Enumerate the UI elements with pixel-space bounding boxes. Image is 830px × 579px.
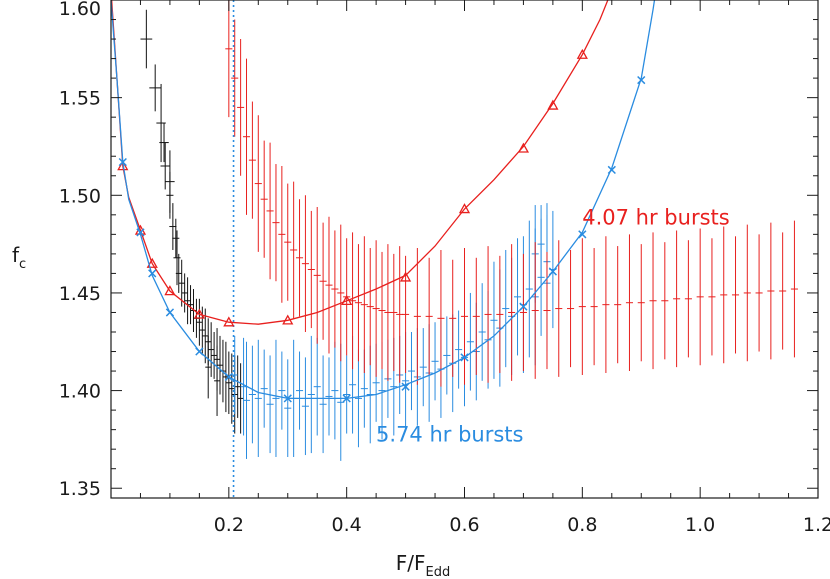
model-curve-0-marker-10 [517, 142, 530, 153]
model-curve-0-marker-11 [547, 99, 559, 110]
model-curve-1-marker-11 [548, 267, 558, 276]
y-axis-title-main: f [12, 243, 20, 267]
model-curve-0-marker-9 [458, 203, 471, 214]
model-curve-1-marker-6 [283, 394, 292, 403]
model-curve-0-marker-5 [223, 316, 235, 327]
model-curve-0-marker-3 [164, 285, 176, 296]
model-curve-0-marker-7 [341, 294, 353, 306]
x-tick-label-4: 1.0 [685, 514, 715, 536]
model-curve-1-marker-14 [637, 75, 646, 85]
model-curve-0-marker-0 [117, 160, 129, 171]
model-curve-0-line [111, 0, 609, 325]
model-curve-0-marker-12 [576, 48, 588, 59]
model-curve-0-marker-8 [399, 271, 412, 282]
model-curve-1-marker-8 [401, 382, 410, 391]
y-tick-label-5: 1.60 [59, 0, 101, 20]
x-tick-label-0: 0.2 [214, 514, 244, 536]
y-tick-label-3: 1.50 [59, 185, 101, 207]
y-axis-title: fc [12, 243, 26, 272]
x-axis-title-main: F/F [396, 551, 426, 575]
x-tick-label-5: 1.2 [803, 514, 830, 536]
model-curve-1-marker-12 [578, 230, 587, 239]
model-curve-1-marker-2 [148, 269, 157, 278]
model-curve-1-marker-9 [460, 353, 469, 362]
x-axis-title: F/FEdd [396, 551, 450, 579]
model-curve-1-marker-3 [165, 308, 175, 317]
y-tick-label-2: 1.45 [59, 283, 101, 305]
x-tick-label-3: 0.8 [567, 514, 597, 536]
model-curve-1-marker-10 [519, 302, 528, 311]
model-curve-1-marker-4 [195, 347, 204, 356]
y-axis-title-sub: c [19, 257, 26, 272]
model-curve-1-marker-1 [136, 228, 145, 237]
annotation-0: 4.07 hr bursts [582, 206, 729, 230]
model-curve-0-marker-2 [146, 257, 158, 268]
series-0 [140, 9, 244, 434]
model-curve-0-marker-6 [282, 314, 294, 325]
data-layer [111, 0, 798, 498]
x-tick-label-1: 0.4 [332, 514, 362, 536]
model-curve-1-marker-0 [118, 157, 127, 167]
model-curve-1-marker-13 [607, 165, 616, 175]
y-tick-label-1: 1.40 [59, 381, 101, 403]
model-curve-1 [111, 0, 656, 403]
axis-layer [110, 0, 819, 499]
model-curve-0-marker-4 [193, 308, 205, 319]
x-tick-label-2: 0.6 [449, 514, 479, 536]
model-curve-1-marker-5 [224, 372, 233, 382]
y-tick-label-0: 1.35 [59, 478, 101, 500]
annotation-1: 5.74 hr bursts [376, 422, 523, 446]
x-axis-title-sub: Edd [426, 565, 451, 579]
y-tick-label-4: 1.55 [59, 88, 101, 110]
label-layer: 0.2 0.4 0.6 0.8 1.0 1.2 1.35 1.40 1.45 1.50 1.55 1.… [59, 0, 830, 536]
model-curve-1-marker-7 [342, 394, 351, 403]
